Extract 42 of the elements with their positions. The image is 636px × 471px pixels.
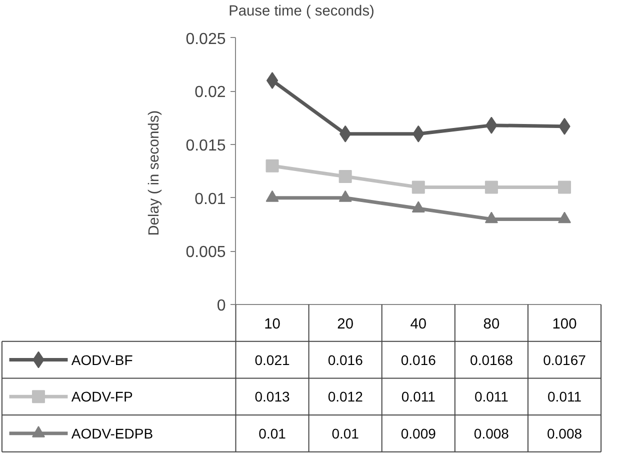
- data-label: 0.016: [400, 352, 436, 368]
- y-tick-label: 0.005: [186, 244, 226, 262]
- point: [484, 180, 498, 194]
- point: [412, 180, 425, 194]
- y-tick-label: 0.025: [186, 30, 226, 48]
- y-axis-title: Delay ( in seconds): [146, 110, 162, 236]
- point: [266, 190, 279, 202]
- x-tick-label: 20: [337, 316, 354, 332]
- data-label: 0.016: [328, 352, 364, 368]
- data-label: 0.011: [474, 388, 509, 405]
- x-tick-label: 10: [264, 316, 280, 332]
- point: [412, 201, 425, 212]
- x-tick-label: 100: [552, 316, 577, 332]
- y-tick-label: 0.015: [186, 138, 226, 155]
- x-axis-title: Pause time ( seconds): [228, 4, 374, 20]
- x-tick-label: 40: [410, 316, 427, 332]
- data-label: 0.011: [548, 388, 582, 405]
- data-label: 0.008: [546, 425, 582, 442]
- legend-label: AODV-FP: [71, 388, 133, 405]
- point: [338, 170, 352, 184]
- y-tick-label: 0.02: [194, 84, 226, 102]
- point: [558, 212, 572, 224]
- legend-label: AODV-EDPB: [71, 425, 154, 442]
- data-label: 0.012: [328, 388, 364, 405]
- point: [558, 180, 572, 194]
- y-tick-label: 0: [216, 298, 226, 315]
- point: [266, 159, 279, 172]
- data-label: 0.021: [254, 352, 290, 368]
- data-label: 0.011: [401, 388, 436, 405]
- point: [266, 72, 278, 90]
- data-label: 0.01: [258, 425, 286, 442]
- data-label: 0.0167: [543, 352, 586, 368]
- data-label: 0.008: [474, 425, 510, 442]
- x-tick-label: 80: [483, 316, 500, 332]
- legend-label: AODV-BF: [71, 352, 133, 368]
- y-tick-label: 0.01: [194, 190, 226, 208]
- data-label: 0.013: [254, 388, 290, 405]
- data-label: 0.009: [400, 425, 436, 442]
- data-label: 0.0168: [470, 352, 514, 368]
- data-label: 0.01: [332, 425, 360, 442]
- point: [338, 190, 352, 202]
- point: [484, 212, 498, 224]
